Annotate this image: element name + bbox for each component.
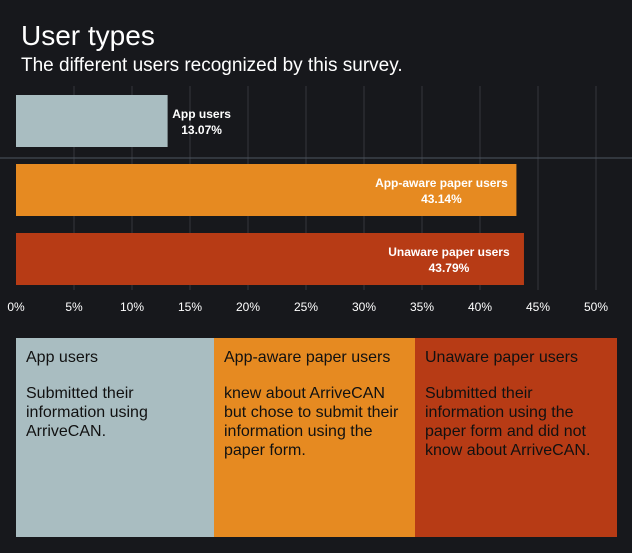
bar-value-label: 43.79% [429,261,470,275]
x-tick-label: 15% [178,300,202,314]
x-tick-label: 10% [120,300,144,314]
x-tick-label: 30% [352,300,376,314]
legend-item-app-aware-paper-users: App-aware paper users knew about ArriveC… [214,338,415,537]
chart-subtitle: The different users recognized by this s… [21,55,403,76]
bar-chart: 0% 5% 10% 15% 20% 25% 30% 35% 40% 45% 50% App users… [0,86,632,314]
legend-item-title: Unaware paper users [425,349,578,366]
bar-category-label: App-aware paper users [375,176,508,190]
bar-value-label: 13.07% [181,123,222,137]
legend: App users Submitted their information us… [16,338,617,537]
bar-value-label: 43.14% [421,192,462,206]
bar-category-label: Unaware paper users [388,245,510,259]
bar [16,95,168,147]
bar [16,164,517,216]
legend-item-title: App-aware paper users [224,349,391,366]
bar [16,233,524,285]
legend-item-description: knew about ArriveCAN but chose to submit… [224,385,399,459]
x-tick-label: 5% [65,300,83,314]
x-tick-label: 0% [7,300,25,314]
legend-item-unaware-paper-users: Unaware paper users Submitted their info… [415,338,617,537]
x-tick-label: 20% [236,300,260,314]
x-tick-label: 35% [410,300,434,314]
legend-item-description: Submitted their information using the pa… [425,385,591,459]
x-tick-label: 40% [468,300,492,314]
x-tick-label: 25% [294,300,318,314]
legend-item-app-users: App users Submitted their information us… [16,338,214,537]
x-tick-label: 45% [526,300,550,314]
bar-category-label: App users [172,107,231,121]
chart-title: User types [21,20,155,51]
legend-item-description: Submitted their information using Arrive… [26,385,148,440]
legend-item-title: App users [26,349,99,366]
x-tick-label: 50% [584,300,608,314]
